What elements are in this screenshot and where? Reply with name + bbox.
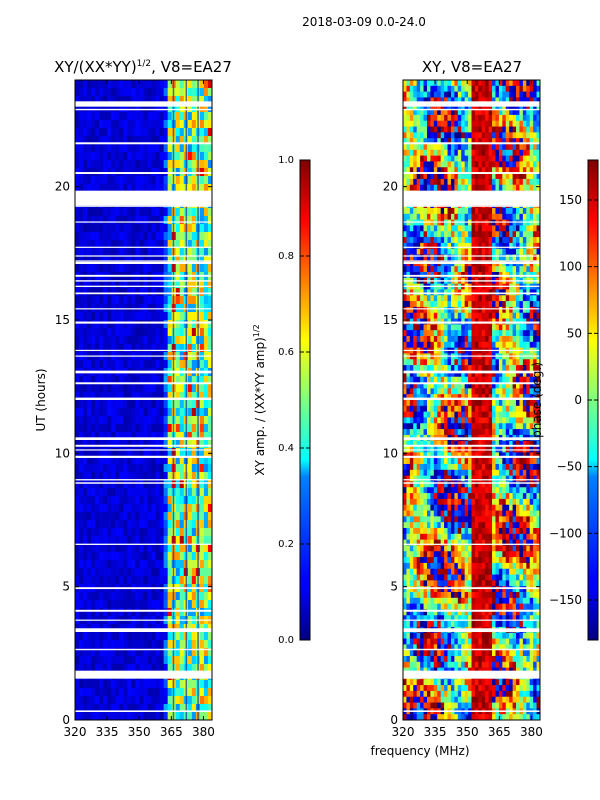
panel2-title: XY, V8=EA27 bbox=[422, 58, 522, 76]
y-tick-label: 5 bbox=[62, 580, 70, 594]
x-tick-label: 350 bbox=[128, 725, 151, 739]
x-tick-label: 335 bbox=[96, 725, 119, 739]
y-tick-label: 20 bbox=[55, 180, 70, 194]
y-tick-label: 15 bbox=[55, 313, 70, 327]
y-tick-label: 15 bbox=[383, 313, 398, 327]
y-tick-label: 0 bbox=[390, 713, 398, 727]
colorbar1-axis: 0.0 0.2 0.4 0.6 0.8 1.0 bbox=[278, 155, 310, 646]
colorbar2-axis: 150 100 50 0 −50 −100 −150 bbox=[549, 193, 598, 607]
colorbar-tick-label: 0.0 bbox=[278, 635, 294, 646]
colorbar-tick-label: 1.0 bbox=[278, 155, 294, 166]
colorbar-tick-label: 0 bbox=[574, 393, 582, 407]
panel2-axes: 320 335 350 365 380 0 5 10 15 20 bbox=[383, 80, 543, 739]
panel1-frame bbox=[74, 79, 213, 721]
panel2-frame bbox=[402, 79, 541, 721]
colorbar-tick-label: 0.6 bbox=[278, 347, 294, 358]
x-tick-label: 320 bbox=[64, 725, 87, 739]
figure-suptitle: 2018-03-09 0.0-24.0 bbox=[302, 15, 426, 29]
y-tick-label: 0 bbox=[62, 713, 70, 727]
x-tick-label: 380 bbox=[192, 725, 215, 739]
panel1-plot bbox=[75, 80, 213, 721]
figure-xlabel: frequency (MHz) bbox=[370, 744, 469, 758]
colorbar-tick-label: 0.4 bbox=[278, 443, 294, 454]
y-tick-label: 5 bbox=[390, 580, 398, 594]
x-tick-label: 350 bbox=[456, 725, 479, 739]
x-tick-label: 380 bbox=[520, 725, 543, 739]
colorbar-tick-label: −50 bbox=[557, 460, 582, 474]
x-tick-label: 335 bbox=[424, 725, 447, 739]
colorbar1-label: XY amp. / (XX*YY amp)1/2 bbox=[252, 324, 267, 475]
panel1-ylabel: UT (hours) bbox=[34, 368, 48, 431]
colorbar-tick-label: 0.2 bbox=[278, 539, 294, 550]
panel2-plot bbox=[403, 80, 541, 721]
colorbar-tick-label: 100 bbox=[559, 260, 582, 274]
colorbar1-gradient bbox=[299, 159, 311, 641]
colorbar2-label: phase (deg.) bbox=[530, 362, 544, 438]
panel1-axes: 320 335 350 365 380 0 5 10 15 20 bbox=[55, 80, 215, 739]
colorbar-tick-label: 150 bbox=[559, 193, 582, 207]
colorbar-tick-label: 0.8 bbox=[278, 251, 294, 262]
colorbar-tick-label: −150 bbox=[549, 593, 582, 607]
x-tick-label: 365 bbox=[488, 725, 511, 739]
y-tick-label: 10 bbox=[55, 446, 70, 460]
panel1-title: XY/(XX*YY)1/2, V8=EA27 bbox=[54, 58, 232, 76]
colorbar-tick-label: −100 bbox=[549, 526, 582, 540]
y-tick-label: 20 bbox=[383, 180, 398, 194]
colorbar-tick-label: 50 bbox=[567, 326, 582, 340]
y-tick-label: 10 bbox=[383, 446, 398, 460]
x-tick-label: 320 bbox=[392, 725, 415, 739]
x-tick-label: 365 bbox=[160, 725, 183, 739]
